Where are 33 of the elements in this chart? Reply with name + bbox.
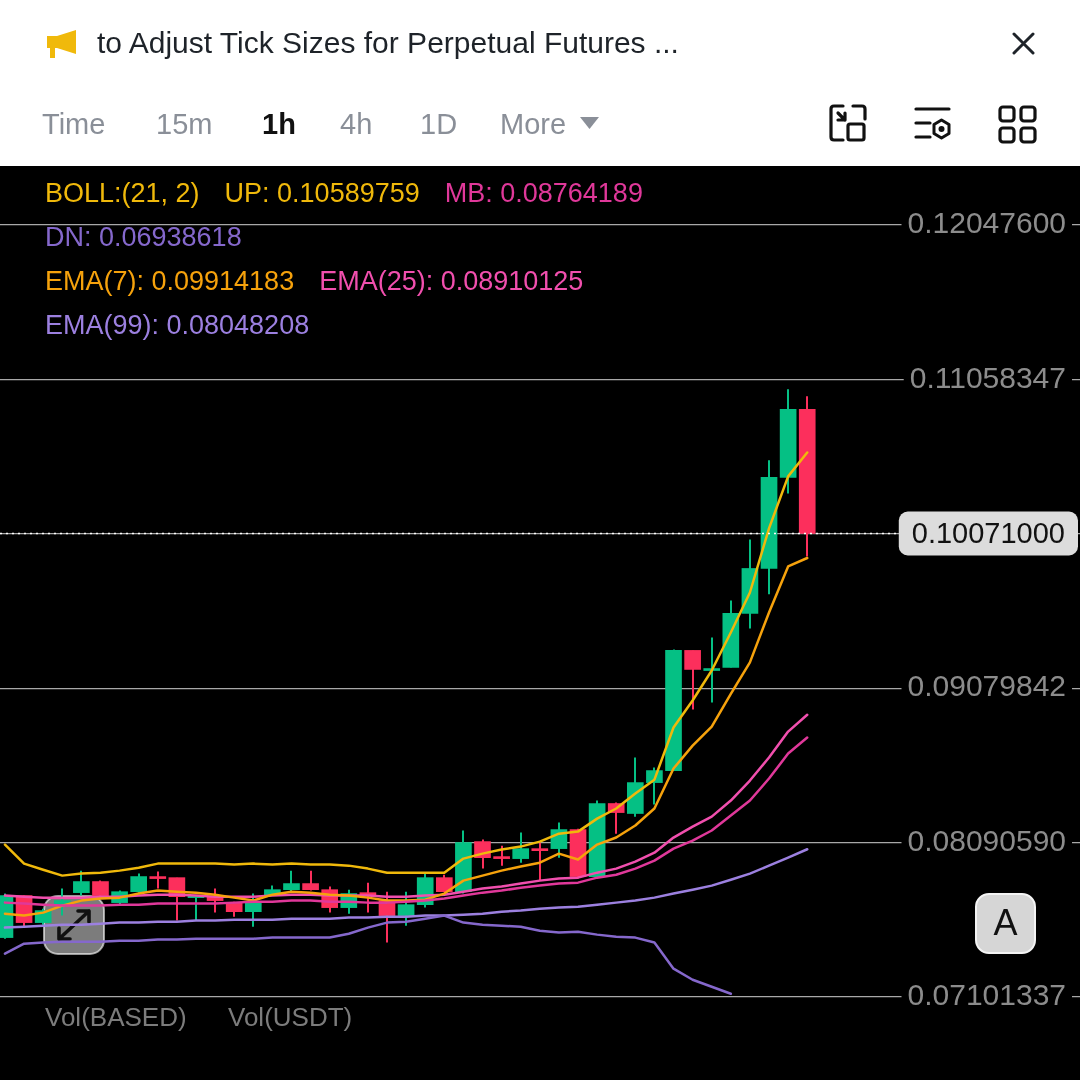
text: 1D xyxy=(420,107,458,142)
candlestick xyxy=(493,844,510,867)
candlestick xyxy=(283,869,300,893)
text: DN: 0.06938618 xyxy=(45,222,242,252)
candlestick xyxy=(703,636,721,704)
text: 15m xyxy=(156,107,213,142)
y-tick-label: 0.09079842 xyxy=(907,669,1066,703)
candlestick xyxy=(531,841,549,882)
text: EMA(25): 0.08910125 xyxy=(319,266,584,296)
y-tick-label: 0.07101337 xyxy=(907,978,1066,1012)
candlestick xyxy=(397,890,415,927)
candlestick xyxy=(684,649,701,711)
text: MB: 0.08764189 xyxy=(444,178,643,208)
candlestick xyxy=(302,869,319,892)
text: Time xyxy=(42,107,106,142)
text: UP: 0.10589759 xyxy=(224,178,420,208)
text: to Adjust Tick Sizes for Perpetual Futures ... xyxy=(97,25,679,61)
candlestick xyxy=(512,831,530,864)
text: Vol(BASED) xyxy=(45,1001,187,1034)
text: 4h xyxy=(340,107,373,142)
text: 0.10071000 xyxy=(911,516,1066,549)
text: Vol(USDT) xyxy=(228,1001,353,1034)
text: 1h xyxy=(262,107,296,142)
text: EMA(99): 0.08048208 xyxy=(45,310,310,340)
candlestick xyxy=(73,869,90,897)
y-tick-label: 0.11058347 xyxy=(909,360,1066,394)
text: More xyxy=(500,107,567,142)
y-tick-label: 0.12047600 xyxy=(907,206,1066,240)
candlestick xyxy=(244,892,262,928)
y-tick-label: 0.08090590 xyxy=(907,823,1066,857)
legend-title: BOLL:(21, 2) xyxy=(45,178,200,208)
text: EMA(7): 0.09914183 xyxy=(45,266,295,296)
text: A xyxy=(992,902,1019,943)
